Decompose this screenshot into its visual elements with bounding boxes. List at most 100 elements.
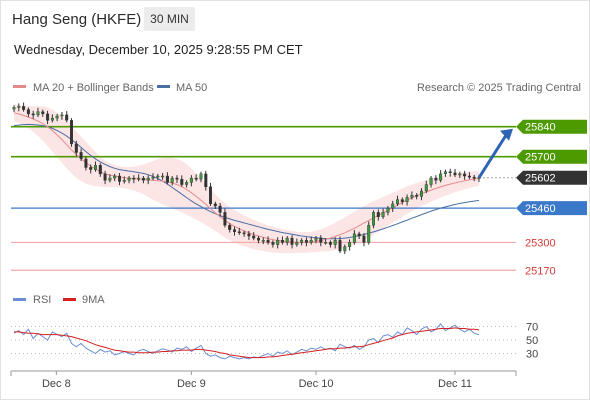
candle-body bbox=[161, 175, 165, 178]
candle bbox=[242, 230, 246, 237]
pivot-label-3: 25460 bbox=[516, 201, 587, 216]
candle bbox=[391, 200, 395, 212]
candle bbox=[79, 148, 83, 161]
candle bbox=[348, 239, 352, 251]
candle bbox=[309, 236, 313, 245]
candle-body bbox=[185, 182, 189, 185]
bollinger-band bbox=[14, 104, 479, 254]
candle bbox=[300, 238, 304, 246]
ma9-legend-swatch bbox=[63, 298, 76, 301]
candle-body bbox=[396, 199, 400, 205]
candle-body bbox=[79, 152, 83, 159]
resistance-label-bg-1 bbox=[516, 149, 587, 164]
candle-body bbox=[141, 177, 145, 181]
candle bbox=[420, 188, 424, 201]
candle bbox=[189, 175, 193, 187]
candle bbox=[424, 180, 428, 194]
candle bbox=[204, 170, 208, 191]
candle-body bbox=[314, 237, 318, 241]
x-axis: Dec 8 Dec 9 Dec 10 Dec 11 bbox=[10, 370, 517, 390]
candle-body bbox=[122, 180, 126, 182]
candle bbox=[410, 191, 414, 200]
candle-body bbox=[285, 237, 289, 243]
source-credit: Research © 2025 Trading Central bbox=[417, 82, 581, 94]
candle bbox=[26, 107, 30, 117]
candle-body bbox=[170, 177, 174, 183]
interval-button[interactable]: 30 MIN bbox=[144, 7, 195, 31]
candle bbox=[218, 203, 222, 217]
candle-body bbox=[26, 109, 30, 115]
pivot-label-bg-3 bbox=[516, 201, 587, 216]
resistance-label-text-1: 25700 bbox=[525, 152, 556, 164]
candle bbox=[237, 227, 241, 235]
candle-body bbox=[420, 190, 424, 197]
candle bbox=[122, 176, 126, 184]
candle bbox=[453, 168, 457, 178]
candle-body bbox=[46, 113, 50, 121]
candle-body bbox=[103, 173, 107, 181]
candle bbox=[400, 197, 404, 205]
candle-body bbox=[247, 233, 251, 237]
candle-body bbox=[453, 172, 457, 176]
candle-body bbox=[400, 199, 404, 202]
candle bbox=[328, 240, 332, 248]
candle-body bbox=[429, 177, 433, 185]
pivot-label-text-3: 25460 bbox=[525, 203, 556, 215]
candle-body bbox=[127, 177, 131, 181]
candle-body bbox=[352, 233, 356, 243]
candle bbox=[74, 140, 78, 157]
candle-body bbox=[50, 117, 54, 121]
candle-body bbox=[93, 165, 97, 170]
candle bbox=[381, 208, 385, 219]
candle bbox=[429, 176, 433, 188]
candle-body bbox=[180, 178, 184, 185]
candle bbox=[324, 238, 328, 245]
x-tick-label: Dec 11 bbox=[438, 378, 472, 390]
ma20-legend-swatch bbox=[13, 85, 26, 88]
candle bbox=[252, 232, 256, 241]
candle-body bbox=[204, 173, 208, 187]
candle bbox=[161, 173, 165, 180]
candle-body bbox=[281, 240, 285, 243]
candle-body bbox=[443, 171, 447, 174]
candle-body bbox=[17, 106, 21, 108]
candle-body bbox=[22, 106, 26, 110]
candle bbox=[60, 111, 64, 120]
candle-body bbox=[271, 242, 275, 245]
rsi-line bbox=[13, 322, 480, 360]
resistance-label-text-0: 25840 bbox=[525, 122, 556, 134]
candle-body bbox=[415, 195, 419, 197]
candle-body bbox=[343, 246, 347, 252]
candle bbox=[367, 221, 371, 245]
support-label-4: 25300 bbox=[525, 237, 556, 249]
candle bbox=[257, 236, 261, 244]
x-tick-label: Dec 8 bbox=[42, 378, 71, 390]
candle bbox=[185, 180, 189, 188]
candle-body bbox=[237, 231, 241, 233]
candle bbox=[372, 210, 376, 229]
candle bbox=[113, 173, 117, 182]
candle bbox=[108, 174, 112, 183]
forecast-arrow-shaft bbox=[477, 132, 509, 179]
candle bbox=[319, 235, 323, 247]
candle bbox=[22, 102, 26, 112]
candle-body bbox=[194, 177, 198, 180]
candle bbox=[228, 223, 232, 233]
candle bbox=[84, 156, 88, 171]
candle-body bbox=[36, 111, 40, 116]
candle-body bbox=[348, 242, 352, 247]
ma50-line bbox=[13, 123, 480, 240]
candle bbox=[98, 163, 102, 177]
bollinger-band-area bbox=[14, 104, 479, 254]
candle bbox=[281, 236, 285, 245]
candle bbox=[170, 176, 174, 186]
rsi-legend-swatch bbox=[13, 298, 26, 301]
candle-body bbox=[257, 237, 261, 241]
candle bbox=[208, 182, 212, 206]
candle bbox=[290, 235, 294, 249]
candle-body bbox=[333, 240, 337, 245]
moving-averages bbox=[13, 112, 480, 243]
forecast-arrow bbox=[477, 128, 513, 179]
candle bbox=[89, 164, 93, 174]
candle bbox=[285, 236, 289, 246]
